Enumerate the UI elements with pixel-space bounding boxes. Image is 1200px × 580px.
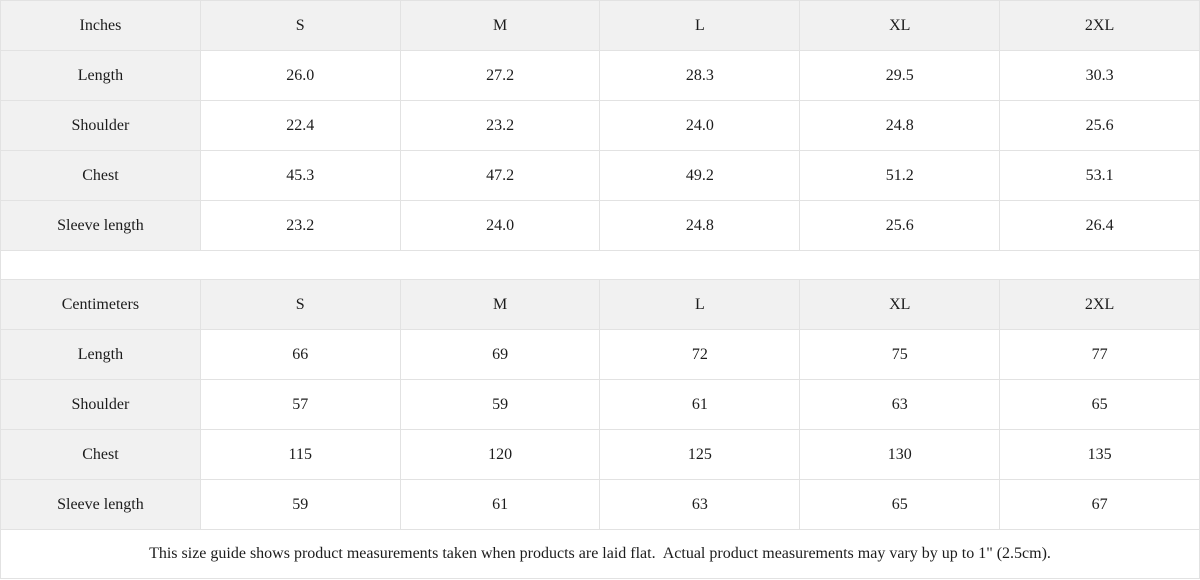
row-label-length: Length (0, 329, 201, 380)
spacer-cell (0, 250, 1200, 280)
value-cell: 51.2 (799, 150, 1001, 201)
size-header-xl: XL (799, 0, 1001, 51)
value-cell: 66 (199, 329, 401, 380)
table-row: Shoulder 57 59 61 63 65 (0, 379, 1200, 430)
value-cell: 115 (199, 429, 401, 480)
value-cell: 26.0 (199, 50, 401, 101)
row-label-chest: Chest (0, 150, 201, 201)
value-cell: 24.8 (799, 100, 1001, 151)
value-cell: 28.3 (599, 50, 801, 101)
value-cell: 135 (999, 429, 1200, 480)
value-cell: 72 (599, 329, 801, 380)
value-cell: 22.4 (199, 100, 401, 151)
footnote-text: This size guide shows product measuremen… (0, 529, 1200, 579)
table-row: Chest 115 120 125 130 135 (0, 429, 1200, 480)
value-cell: 77 (999, 329, 1200, 380)
row-label-shoulder: Shoulder (0, 100, 201, 151)
value-cell: 25.6 (799, 200, 1001, 251)
unit-header-centimeters: Centimeters (0, 279, 201, 330)
value-cell: 67 (999, 479, 1200, 530)
value-cell: 24.0 (599, 100, 801, 151)
value-cell: 29.5 (799, 50, 1001, 101)
value-cell: 23.2 (199, 200, 401, 251)
row-label-sleeve-length: Sleeve length (0, 479, 201, 530)
inches-header-row: Inches S M L XL 2XL (0, 0, 1200, 51)
table-row: Length 66 69 72 75 77 (0, 329, 1200, 380)
size-header-l: L (599, 279, 801, 330)
value-cell: 24.8 (599, 200, 801, 251)
value-cell: 63 (799, 379, 1001, 430)
value-cell: 47.2 (399, 150, 601, 201)
spacer-row (0, 250, 1200, 280)
value-cell: 69 (399, 329, 601, 380)
row-label-shoulder: Shoulder (0, 379, 201, 430)
value-cell: 125 (599, 429, 801, 480)
centimeters-header-row: Centimeters S M L XL 2XL (0, 279, 1200, 330)
size-header-m: M (399, 279, 601, 330)
unit-header-inches: Inches (0, 0, 201, 51)
table-row: Length 26.0 27.2 28.3 29.5 30.3 (0, 50, 1200, 101)
table-row: Sleeve length 59 61 63 65 67 (0, 479, 1200, 530)
value-cell: 27.2 (399, 50, 601, 101)
value-cell: 59 (199, 479, 401, 530)
value-cell: 65 (799, 479, 1001, 530)
size-header-s: S (199, 279, 401, 330)
value-cell: 61 (599, 379, 801, 430)
value-cell: 30.3 (999, 50, 1200, 101)
row-label-length: Length (0, 50, 201, 101)
value-cell: 130 (799, 429, 1001, 480)
size-header-xl: XL (799, 279, 1001, 330)
size-header-m: M (399, 0, 601, 51)
row-label-sleeve-length: Sleeve length (0, 200, 201, 251)
value-cell: 75 (799, 329, 1001, 380)
value-cell: 45.3 (199, 150, 401, 201)
size-header-2xl: 2XL (999, 279, 1200, 330)
table-row: Chest 45.3 47.2 49.2 51.2 53.1 (0, 150, 1200, 201)
value-cell: 120 (399, 429, 601, 480)
size-header-s: S (199, 0, 401, 51)
value-cell: 49.2 (599, 150, 801, 201)
value-cell: 59 (399, 379, 601, 430)
size-header-2xl: 2XL (999, 0, 1200, 51)
value-cell: 61 (399, 479, 601, 530)
row-label-chest: Chest (0, 429, 201, 480)
table-row: Sleeve length 23.2 24.0 24.8 25.6 26.4 (0, 200, 1200, 251)
value-cell: 24.0 (399, 200, 601, 251)
value-cell: 57 (199, 379, 401, 430)
size-header-l: L (599, 0, 801, 51)
value-cell: 63 (599, 479, 801, 530)
value-cell: 53.1 (999, 150, 1200, 201)
value-cell: 65 (999, 379, 1200, 430)
value-cell: 23.2 (399, 100, 601, 151)
table-row: Shoulder 22.4 23.2 24.0 24.8 25.6 (0, 100, 1200, 151)
value-cell: 26.4 (999, 200, 1200, 251)
value-cell: 25.6 (999, 100, 1200, 151)
footnote-row: This size guide shows product measuremen… (0, 529, 1200, 579)
